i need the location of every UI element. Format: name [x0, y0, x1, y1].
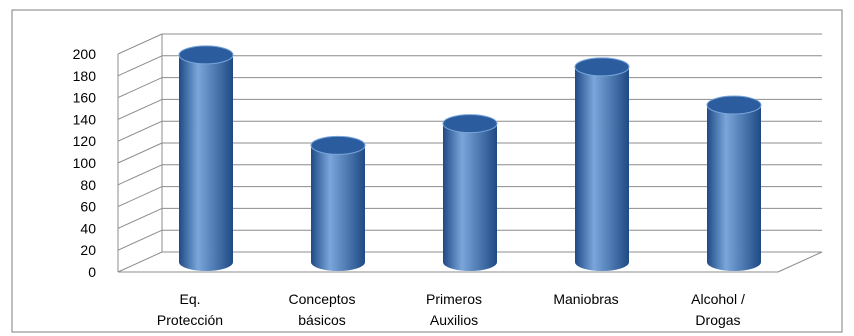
y-tick-label: 40: [80, 220, 96, 236]
gridline-side: [117, 98, 163, 120]
y-tick-label: 80: [80, 177, 96, 193]
gridline-side: [117, 164, 163, 186]
y-tick-label: 140: [73, 111, 97, 127]
y-tick-label: 0: [88, 264, 96, 280]
bar-body: [443, 123, 497, 271]
gridline-side: [117, 229, 163, 251]
x-category-label: Maniobras: [553, 291, 618, 307]
y-tick-label: 160: [73, 90, 97, 106]
bar-body: [311, 145, 365, 271]
x-category-label: Conceptos básicos: [289, 291, 356, 328]
gridline-side: [117, 33, 163, 55]
x-category-label: Eq. Protección: [157, 291, 223, 328]
gridline-side: [117, 142, 163, 164]
bar: [574, 57, 630, 271]
bar-body: [707, 105, 761, 271]
y-tick-label: 100: [73, 155, 97, 171]
gridline-side: [117, 77, 163, 99]
bar-top: [442, 114, 498, 134]
floor-edge: [777, 251, 823, 273]
y-tick-label: 200: [73, 46, 97, 62]
bar-body: [179, 54, 233, 272]
bar: [442, 114, 498, 271]
gridline-side: [117, 186, 163, 208]
x-axis-categories: Eq. Protección Conceptos básicos Primeros Aux…: [157, 291, 745, 328]
y-tick-label: 180: [73, 68, 97, 84]
x-category-label: Alcohol / Drogas: [691, 291, 745, 328]
bar-top: [574, 57, 630, 77]
y-axis-ticks: 0 20 40 60 80 100 120 140 160 180 200: [73, 46, 97, 280]
gridline-side: [117, 251, 163, 273]
bar: [706, 95, 762, 271]
y-tick-label: 60: [80, 199, 96, 215]
gridline-side: [117, 207, 163, 229]
bar-top: [310, 135, 366, 155]
bars: [178, 45, 762, 272]
bar: [178, 45, 234, 272]
gridline-side: [117, 120, 163, 142]
chart-frame: [11, 9, 843, 333]
gridline-side: [117, 55, 163, 77]
bar-top: [706, 95, 762, 115]
bar: [310, 135, 366, 271]
y-tick-label: 20: [80, 242, 96, 258]
bar-top: [178, 45, 234, 65]
x-category-label: Primeros Auxilios: [426, 291, 482, 328]
bar-body: [575, 66, 629, 271]
y-tick-label: 120: [73, 133, 97, 149]
